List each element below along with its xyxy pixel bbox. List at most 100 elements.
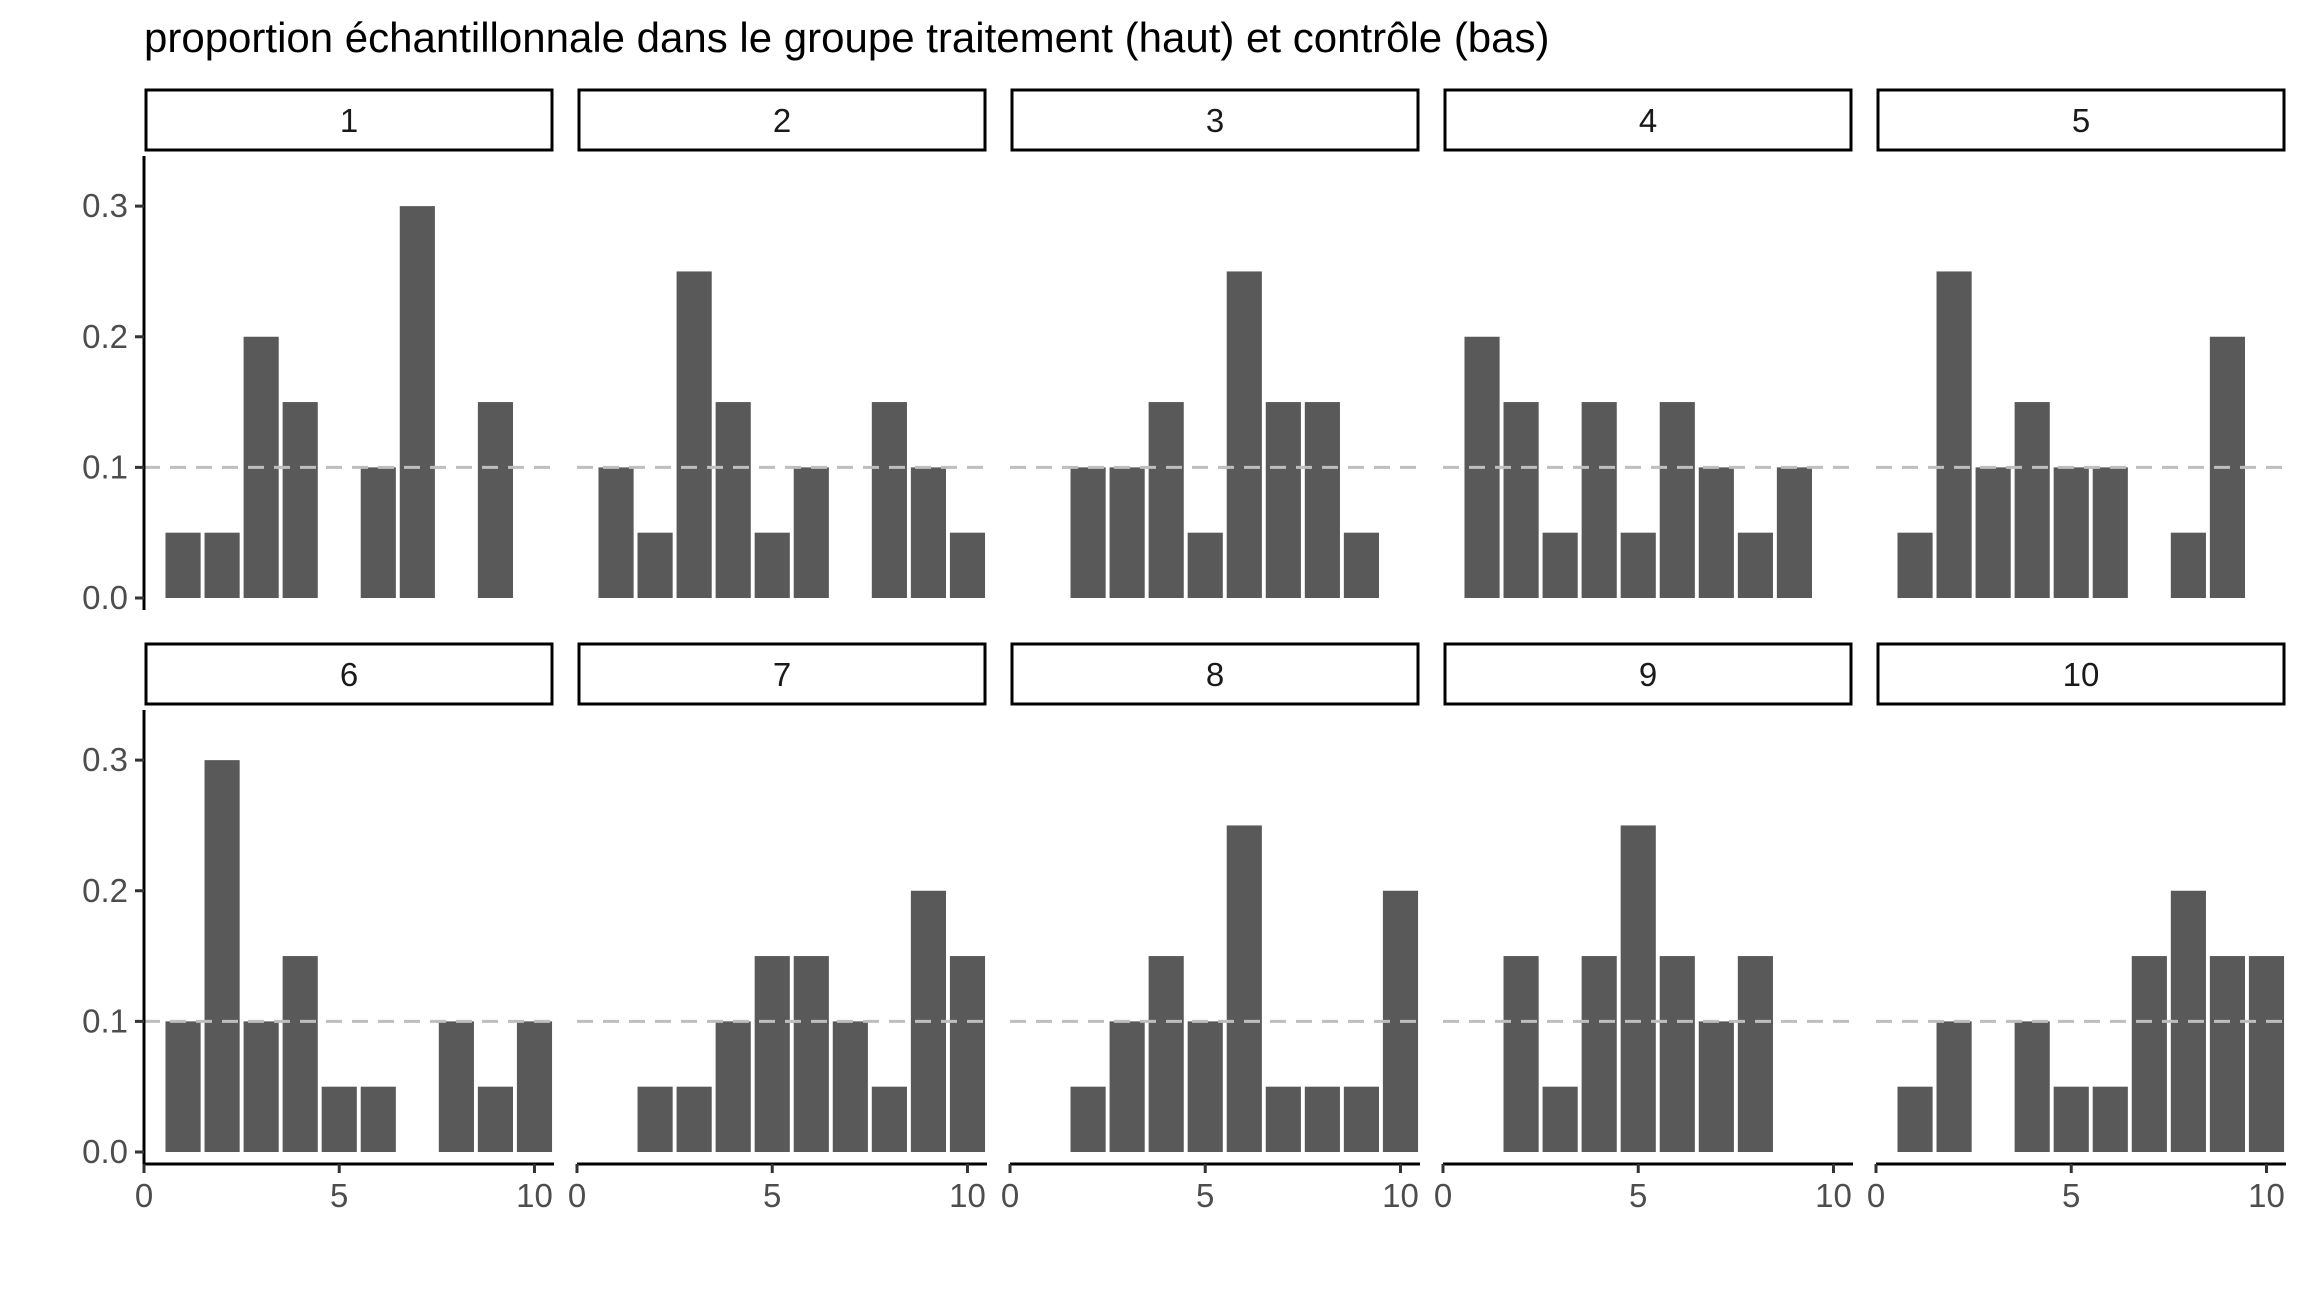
bar-7-4	[715, 1021, 751, 1152]
bar-5-5	[2053, 467, 2089, 598]
bar-10-7	[2131, 956, 2167, 1152]
bar-3-2	[1070, 467, 1106, 598]
facet-strip-box	[577, 88, 987, 152]
bar-1-6	[360, 467, 396, 598]
y-tick-label: 0.3	[82, 187, 128, 224]
bar-4-2	[1503, 402, 1539, 598]
facet-strip-box	[577, 642, 987, 706]
bar-3-8	[1304, 402, 1340, 598]
facet-panel-2: 2	[577, 88, 987, 598]
bar-2-5	[754, 532, 790, 598]
x-tick-label: 10	[516, 1177, 553, 1214]
bar-4-8	[1737, 532, 1773, 598]
facet-strip-label: 4	[1639, 102, 1657, 139]
bar-8-6	[1226, 825, 1262, 1152]
bar-6-2	[204, 760, 240, 1152]
y-tick-label: 0.1	[82, 448, 128, 485]
bar-7-5	[754, 956, 790, 1152]
bar-7-10	[949, 956, 986, 1152]
bar-5-8	[2170, 532, 2206, 598]
y-tick-label: 0.0	[82, 1133, 128, 1170]
bar-4-3	[1542, 532, 1578, 598]
bar-7-3	[676, 1086, 712, 1152]
bar-7-7	[832, 1021, 868, 1152]
x-tick-label: 5	[330, 1177, 348, 1214]
facet-panel-3: 3	[1010, 88, 1420, 598]
bar-8-4	[1148, 956, 1184, 1152]
bar-4-4	[1581, 402, 1617, 598]
bar-6-5	[321, 1086, 357, 1152]
facet-panel-5: 5	[1876, 88, 2286, 598]
bar-8-8	[1304, 1086, 1340, 1152]
bar-7-2	[637, 1086, 673, 1152]
facet-strip-box	[1443, 88, 1853, 152]
bar-5-4	[2014, 402, 2050, 598]
bar-2-6	[793, 467, 829, 598]
bar-2-10	[949, 532, 986, 598]
bar-8-5	[1187, 1021, 1223, 1152]
bar-3-6	[1226, 271, 1262, 598]
facet-strip-label: 10	[2063, 656, 2100, 693]
y-tick-label: 0.2	[82, 318, 128, 355]
bar-10-4	[2014, 1021, 2050, 1152]
bar-5-3	[1975, 467, 2011, 598]
x-tick-label: 5	[1629, 1177, 1647, 1214]
bar-9-2	[1503, 956, 1539, 1152]
facet-strip-box	[1443, 642, 1853, 706]
facet-panel-4: 4	[1443, 88, 1853, 598]
bar-6-8	[438, 1021, 474, 1152]
x-tick-label: 5	[2062, 1177, 2080, 1214]
bar-4-5	[1620, 532, 1656, 598]
bar-4-6	[1659, 402, 1695, 598]
bar-2-1	[598, 467, 634, 598]
bar-3-4	[1148, 402, 1184, 598]
bar-4-7	[1698, 467, 1734, 598]
facet-strip-box	[1010, 642, 1420, 706]
bar-8-9	[1343, 1086, 1379, 1152]
bar-1-4	[282, 402, 318, 598]
facet-panel-1: 1 0.0 0.1 0.2 0.3	[82, 88, 554, 616]
bar-3-5	[1187, 532, 1223, 598]
bar-6-9	[477, 1086, 513, 1152]
bar-5-1	[1897, 532, 1933, 598]
facet-strip-label: 6	[340, 656, 358, 693]
bar-6-4	[282, 956, 318, 1152]
bar-9-5	[1620, 825, 1656, 1152]
bar-2-3	[676, 271, 712, 598]
x-tick-label: 10	[2248, 1177, 2285, 1214]
bar-6-1	[165, 1021, 201, 1152]
bar-10-6	[2092, 1086, 2128, 1152]
facet-panel-6: 6 0.0 0.1 0.2 0.3 0 5 10	[82, 642, 554, 1214]
bar-7-6	[793, 956, 829, 1152]
bar-4-9	[1776, 467, 1812, 598]
bar-1-7	[399, 206, 435, 598]
facet-strip-box	[1876, 642, 2286, 706]
facet-strip-label: 5	[2072, 102, 2090, 139]
x-tick-label: 5	[763, 1177, 781, 1214]
facet-strip-label: 8	[1206, 656, 1224, 693]
bar-8-7	[1265, 1086, 1301, 1152]
x-tick-label: 10	[949, 1177, 986, 1214]
x-tick-label: 10	[1382, 1177, 1419, 1214]
facet-strip-label: 7	[773, 656, 791, 693]
y-tick-label: 0.0	[82, 579, 128, 616]
facet-panel-10: 10 0 5 10	[1867, 642, 2286, 1214]
bar-7-8	[871, 1086, 907, 1152]
bar-2-8	[871, 402, 907, 598]
y-tick-label: 0.2	[82, 872, 128, 909]
bar-2-2	[637, 532, 673, 598]
bar-10-1	[1897, 1086, 1933, 1152]
x-tick-label: 0	[1434, 1177, 1452, 1214]
bar-9-8	[1737, 956, 1773, 1152]
facet-strip-label: 1	[340, 102, 358, 139]
bar-3-3	[1109, 467, 1145, 598]
bar-5-6	[2092, 467, 2128, 598]
bar-6-6	[360, 1086, 396, 1152]
facet-strip-box	[144, 88, 554, 152]
facet-strip-box	[1876, 88, 2286, 152]
chart-title: proportion échantillonnale dans le group…	[144, 14, 1550, 61]
x-tick-label: 0	[135, 1177, 153, 1214]
bar-10-2	[1936, 1021, 1972, 1152]
bar-1-2	[204, 532, 240, 598]
